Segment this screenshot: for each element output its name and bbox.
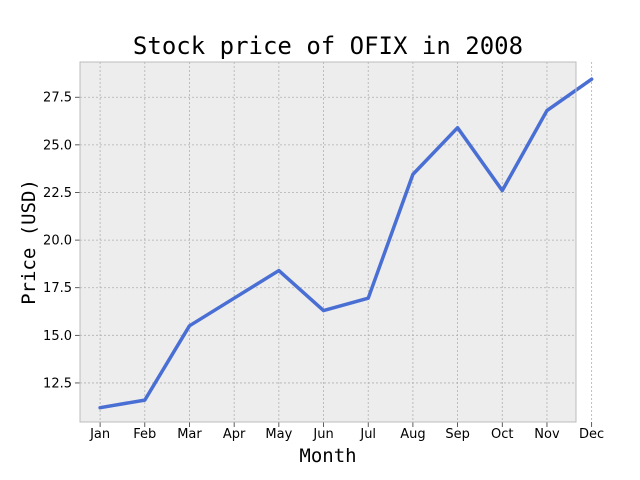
x-tick-label: Dec <box>579 427 604 442</box>
y-tick-label: 15.0 <box>43 329 72 344</box>
x-tick-label: Nov <box>534 427 560 442</box>
x-tick-label: Jan <box>89 427 110 442</box>
chart-title: Stock price of OFIX in 2008 <box>133 32 523 60</box>
x-tick-label: Apr <box>223 427 246 442</box>
x-tick-label: Feb <box>133 427 156 442</box>
x-tick-label: May <box>265 427 292 442</box>
y-tick-label: 20.0 <box>43 234 72 249</box>
y-tick-label: 12.5 <box>43 376 72 391</box>
x-tick-label: Sep <box>445 427 470 442</box>
y-tick-label: 27.5 <box>43 91 72 106</box>
x-tick-label: Mar <box>177 427 202 442</box>
y-tick-label: 17.5 <box>43 281 72 296</box>
x-axis-label: Month <box>299 445 356 467</box>
series-layer <box>98 77 594 410</box>
x-tick-label: Jul <box>359 427 376 442</box>
series-line <box>98 77 594 410</box>
x-tick-label: Jun <box>312 427 333 442</box>
grid-lines <box>80 62 593 422</box>
y-tick-label: 25.0 <box>43 138 72 153</box>
x-axis: Jan Feb Mar Apr May Jun Jul Aug Sep Oct Nov Dec <box>89 422 604 442</box>
plot-frame <box>79 61 577 423</box>
y-tick-label: 22.5 <box>43 186 72 201</box>
x-tick-label: Aug <box>400 427 425 442</box>
y-axis-label: Price (USD) <box>18 179 40 305</box>
plot-area <box>80 62 576 422</box>
y-axis: 12.5 15.0 17.5 20.0 22.5 25.0 27.5 <box>43 91 80 391</box>
x-tick-label: Oct <box>491 427 513 442</box>
